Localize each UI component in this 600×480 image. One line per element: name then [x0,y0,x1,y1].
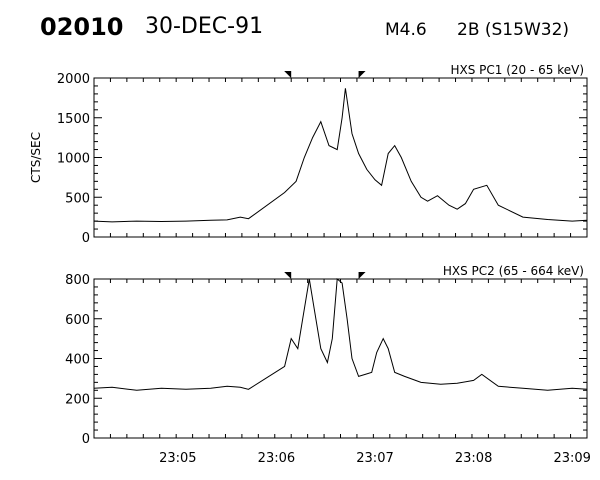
event-id: 02010 [40,13,124,41]
y-tick-label: 1500 [57,112,90,127]
x-tick-label: 23:07 [356,451,393,466]
y-axis-label: CTS/SEC [29,132,43,183]
panel-title: HXS PC2 (65 - 664 keV) [443,264,584,278]
interval-marker [284,71,292,78]
panel-2 [93,272,588,439]
interval-marker [284,272,292,279]
y-tick-label: 2000 [57,72,90,87]
count-rate-line [93,88,588,223]
count-rate-line [93,278,588,391]
flare-info: 2B (S15W32) [457,20,570,40]
plot-frame [93,278,588,439]
plot-frame [93,77,588,238]
y-tick-label: 600 [65,313,90,328]
interval-marker [358,71,366,78]
event-date: 30-DEC-91 [145,14,264,39]
x-tick-label: 23:09 [553,451,590,466]
interval-marker [358,272,366,279]
y-tick-label: 0 [82,432,90,447]
y-tick-label: 800 [65,273,90,288]
panel-1 [93,71,588,238]
y-tick-label: 1000 [57,152,90,167]
panel-title: HXS PC1 (20 - 65 keV) [450,63,584,77]
y-tick-label: 200 [65,392,90,407]
x-tick-label: 23:05 [159,451,196,466]
y-tick-label: 500 [65,191,90,206]
y-tick-label: 0 [82,231,90,246]
y-tick-label: 400 [65,353,90,368]
flare-class: M4.6 [385,20,427,40]
x-tick-label: 23:06 [258,451,295,466]
x-tick-label: 23:08 [455,451,492,466]
